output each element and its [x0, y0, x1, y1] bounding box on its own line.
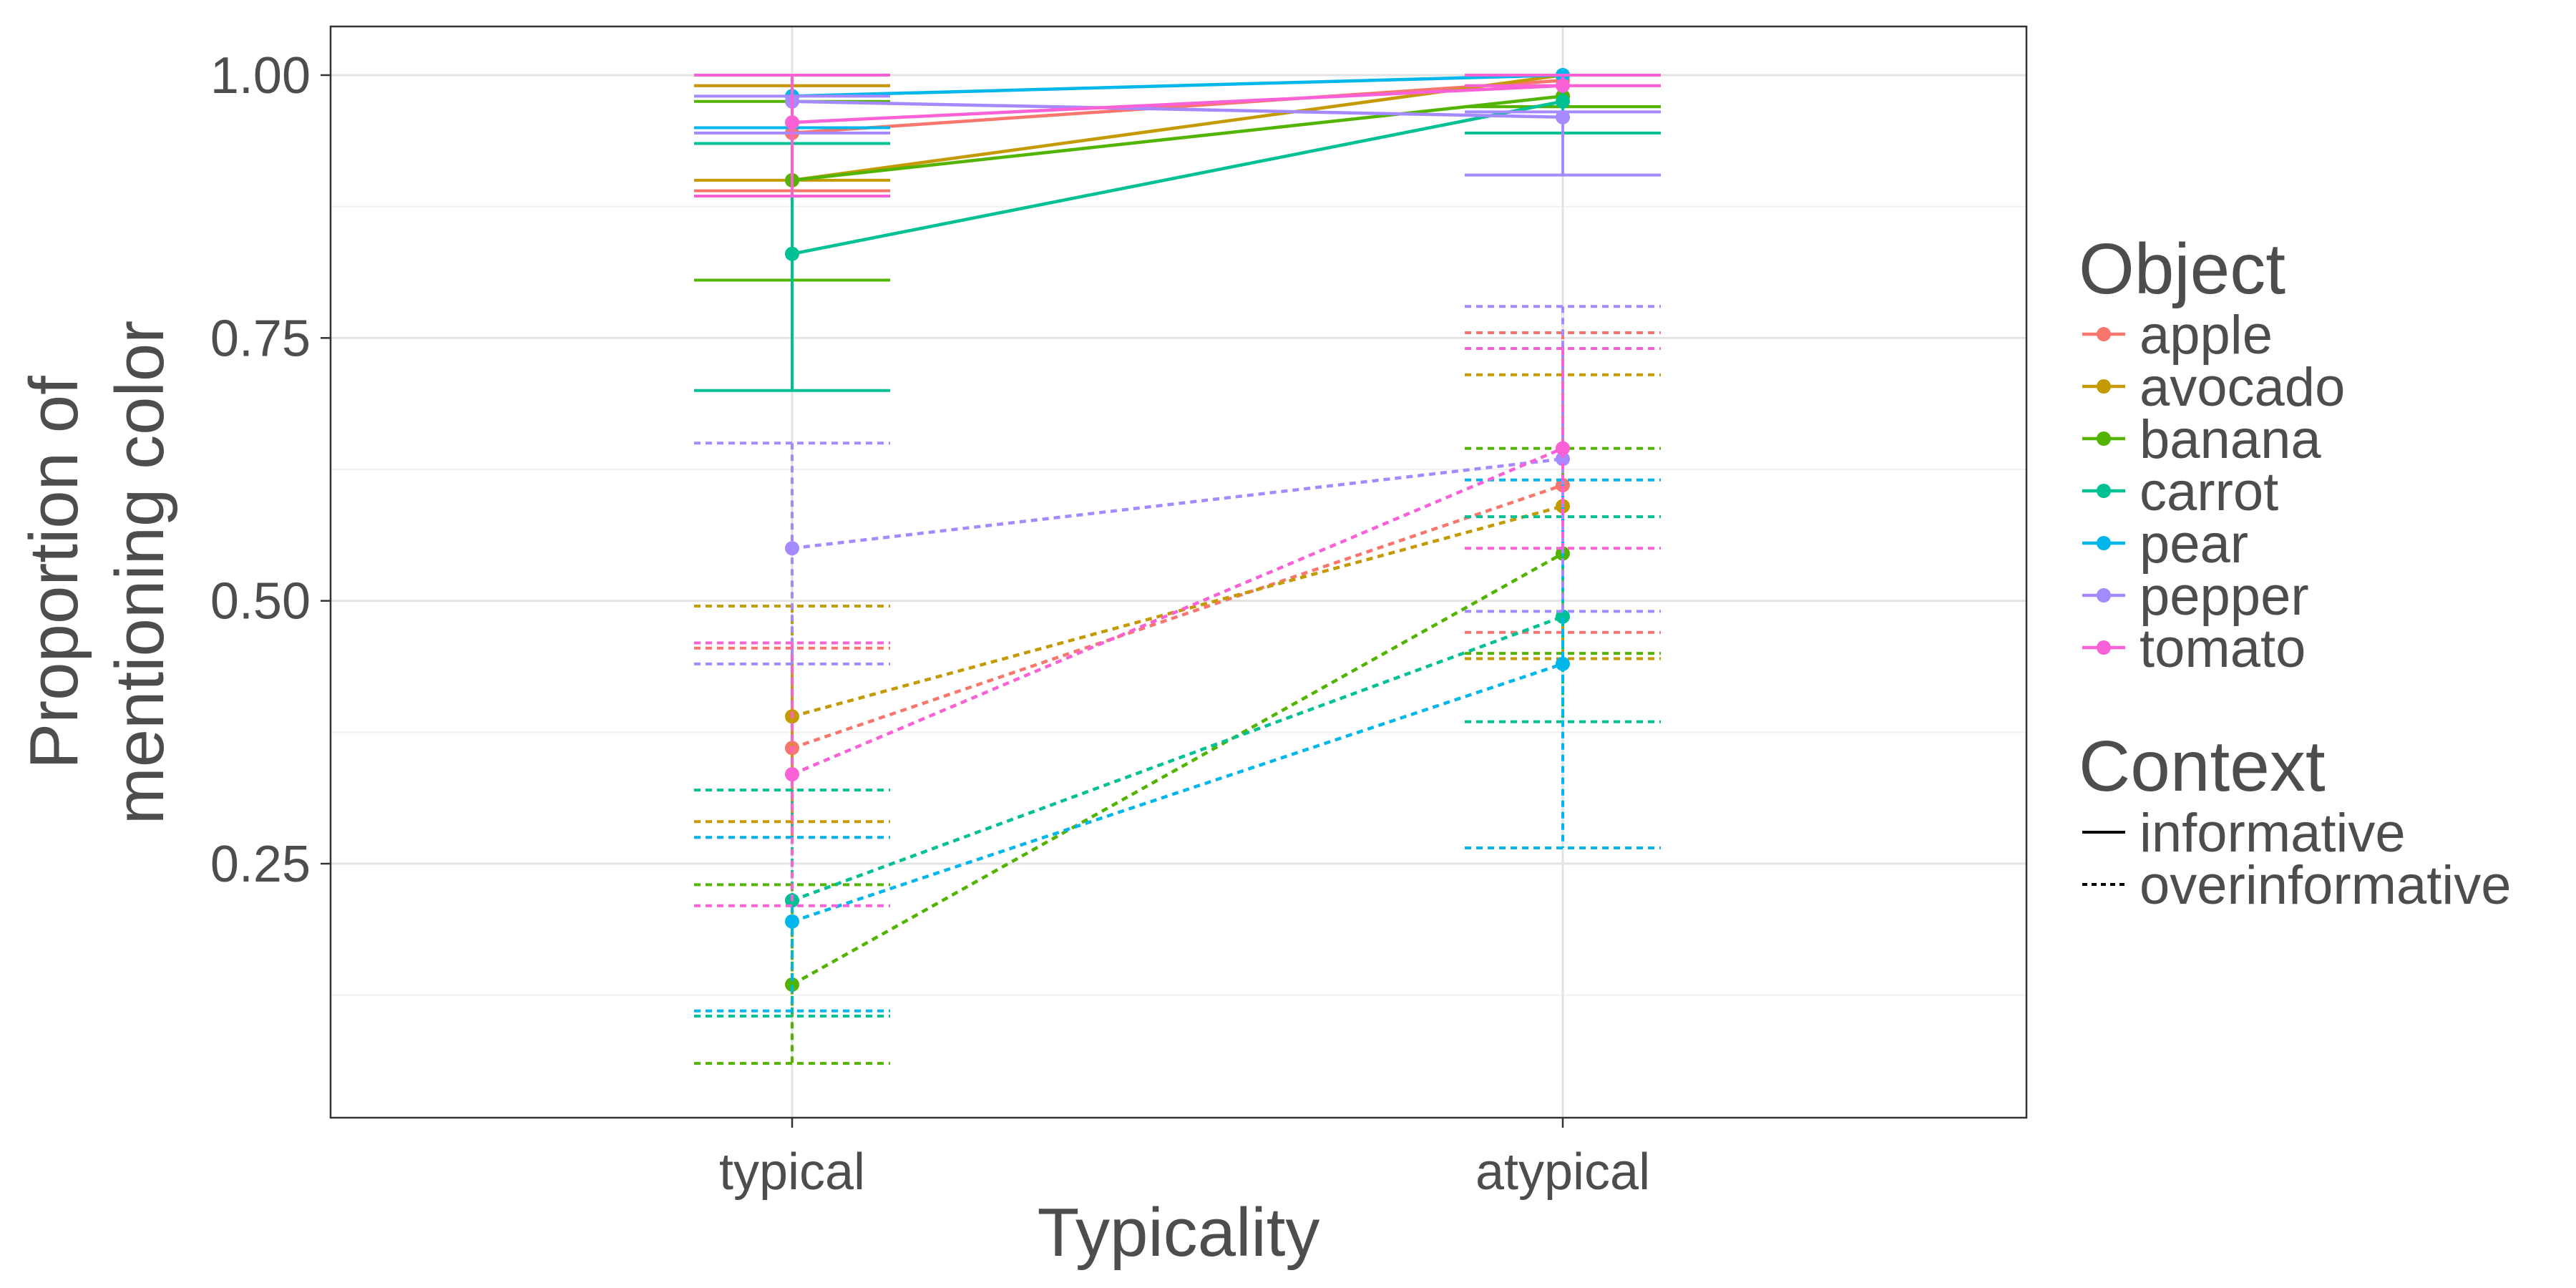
legend-label-pepper: pepper: [2140, 566, 2309, 627]
line-apple-informative: [791, 79, 1563, 135]
y-axis-title-line-2: mentioning color: [102, 321, 178, 824]
legend-context-title: Context: [2079, 726, 2326, 806]
line-tomato-overinformative: [791, 447, 1563, 776]
legend: Object appleavocadobananacarrotpearpeppe…: [2079, 229, 2512, 916]
series-tomato-informative: [694, 74, 1661, 197]
line-pear-overinformative: [791, 662, 1563, 923]
legend-point-avocado: [2097, 379, 2111, 394]
legend-point-carrot: [2097, 484, 2111, 498]
legend-label-overinformative: overinformative: [2140, 855, 2512, 916]
series-layer: [694, 68, 1661, 1065]
point-banana-overinformative-typical: [785, 977, 799, 992]
legend-label-informative: informative: [2140, 803, 2406, 864]
point-tomato-overinformative-typical: [785, 767, 799, 782]
legend-point-tomato: [2097, 640, 2111, 655]
y-axis: 0.25 0.50 0.75 1.00: [210, 47, 331, 893]
line-banana-informative: [791, 94, 1563, 182]
point-tomato-informative-atypical: [1556, 78, 1570, 93]
line-apple-overinformative: [791, 483, 1563, 750]
legend-label-pear: pear: [2140, 514, 2248, 575]
series-tomato-overinformative: [694, 347, 1661, 907]
plot-panel-border: [329, 25, 2028, 1119]
x-axis-title: Typicality: [1038, 1194, 1320, 1271]
line-tomato-informative: [791, 84, 1563, 125]
legend-label-banana: banana: [2140, 409, 2321, 470]
point-carrot-informative-atypical: [1556, 94, 1570, 109]
point-pear-overinformative-typical: [785, 914, 799, 929]
legend-label-avocado: avocado: [2140, 357, 2345, 418]
y-tick-label-1: 0.50: [210, 573, 311, 630]
legend-label-carrot: carrot: [2140, 462, 2278, 522]
point-pear-overinformative-atypical: [1556, 656, 1570, 671]
series-pepper-overinformative: [694, 305, 1661, 665]
x-tick-label-typical: typical: [719, 1143, 865, 1201]
point-carrot-overinformative-atypical: [1556, 609, 1570, 624]
y-axis-title-line-1: Proportion of: [16, 376, 92, 769]
legend-point-pepper: [2097, 588, 2111, 602]
legend-label-apple: apple: [2140, 305, 2273, 366]
line-banana-overinformative: [791, 552, 1564, 986]
y-tick-label-0: 0.25: [210, 836, 311, 893]
x-axis: typical atypical: [719, 1118, 1650, 1201]
legend-point-banana: [2097, 431, 2111, 446]
line-pepper-informative: [791, 99, 1563, 119]
point-carrot-informative-typical: [785, 246, 799, 261]
line-pear-informative: [791, 73, 1563, 98]
line-avocado-overinformative: [791, 504, 1563, 718]
line-pepper-overinformative: [791, 457, 1563, 550]
point-pepper-overinformative-atypical: [1556, 452, 1570, 467]
y-tick-label-3: 1.00: [210, 47, 311, 104]
point-tomato-overinformative-atypical: [1556, 441, 1570, 456]
x-tick-label-atypical: atypical: [1475, 1143, 1650, 1201]
legend-point-apple: [2097, 327, 2111, 341]
point-pepper-informative-atypical: [1556, 109, 1570, 125]
line-carrot-informative: [791, 99, 1563, 255]
point-tomato-informative-typical: [785, 115, 799, 130]
y-tick-label-2: 0.75: [210, 310, 311, 367]
point-pepper-overinformative-typical: [785, 541, 799, 556]
legend-label-tomato: tomato: [2140, 618, 2306, 679]
legend-point-pear: [2097, 536, 2111, 550]
y-axis-title: Proportion of mentioning color: [16, 321, 178, 824]
legend-object-title: Object: [2079, 229, 2285, 309]
